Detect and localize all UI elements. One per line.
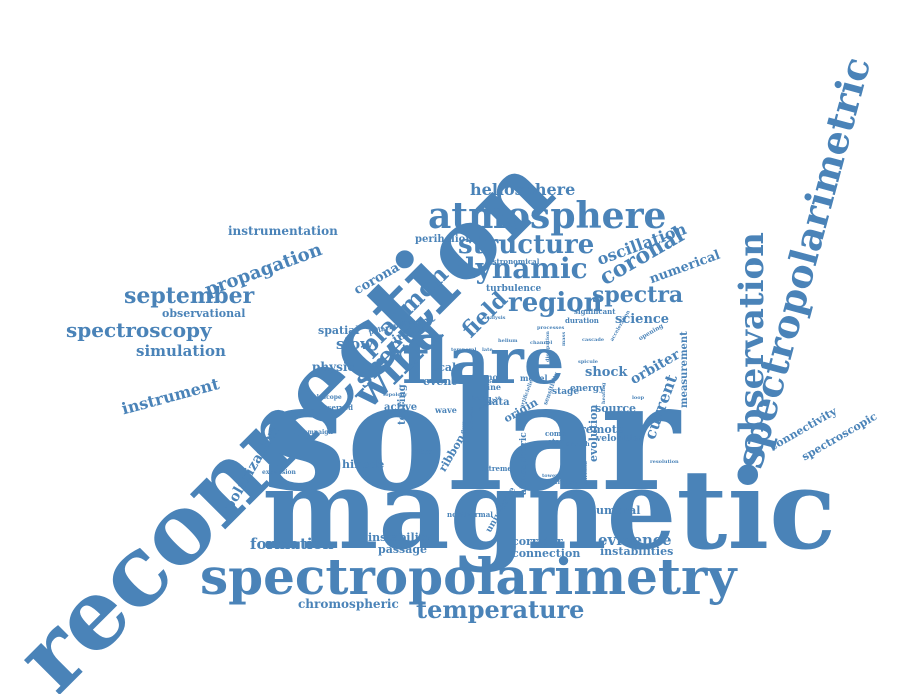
word-emission: emission [583,461,589,486]
word-flux: flux [461,421,468,434]
word-observed: observed [318,403,354,412]
word-significant: significant [574,307,616,316]
word-spectropolarimetry: spectropolarimetry [200,547,737,606]
word-behavior: behavior [488,379,513,385]
word-mode: mode [484,372,509,382]
word-telescope: telescope [310,394,342,401]
word-data: data [485,397,510,408]
word-topology: topology [383,392,408,398]
word-mass: mass [561,331,567,346]
word-line: line [484,382,501,392]
word-formation: formation [250,535,334,553]
word-temperature: temperature [416,595,585,624]
word-hole: hole [535,413,548,419]
word-simulation: simulation [136,342,226,360]
word-heating: heating [601,382,607,404]
word-source: source [595,402,637,415]
word-star: star [548,437,564,446]
word-processes: processes [537,325,565,331]
word-region: region [508,288,603,318]
word-evolution: evolution [587,404,600,463]
word-spicule: spicule [578,359,598,365]
word-spectra: spectra [592,282,684,308]
word-spectroscopy: spectroscopy [66,318,212,342]
word-growth: growth [566,441,590,448]
word-instrument: instrument [119,374,222,419]
word-umbral: umbral [596,504,641,517]
word-dynamic: dynamic [456,252,588,285]
word-spatial: spatial [318,324,360,337]
word-observation: observation [732,232,772,455]
word-temporal: temporal [451,347,477,353]
word-observational: observational [162,307,246,320]
word-cascade: cascade [582,337,605,343]
word-physic: physic [312,360,355,374]
word-extreme: extreme [480,464,512,473]
word-measurement: measurement [679,331,690,408]
word-scale: scale [432,361,464,374]
word-flare: flare [402,324,565,399]
word-science: science [615,312,670,327]
word-shock: shock [585,365,628,380]
word-active: active [384,402,418,413]
word-velocities: velocities [596,434,644,444]
word-model: model [520,373,548,383]
word-instabilities: instabilities [600,545,674,558]
word-hinode: hinode [342,458,385,471]
word-dissipation: dissipation [545,331,551,362]
word-astronomical: astronomical [488,257,540,266]
word-passage: passage [378,543,428,556]
word-connection: connection [512,547,581,560]
word-heliosphere: heliosphere [470,180,576,199]
word-wave: wave [435,405,457,415]
word-tower: tower [542,473,558,479]
word-increase: increase [469,406,475,430]
word-energy: energy [570,384,605,394]
word-jet: jet [618,409,626,415]
word-instrumentation: instrumentation [228,224,338,238]
word-helium: helium [498,338,518,344]
word-propagation: propagation [202,239,325,301]
word-solar: solar [262,349,680,525]
word-magnetic: magnetic [262,445,837,574]
word-event: event [423,375,457,388]
word-turbulence: turbulence [486,284,542,294]
word-loop: loop [632,395,645,401]
word-atmospheric: atmospheric [519,432,529,495]
word-https: https [412,447,433,456]
word-atmosphere: atmosphere [428,195,667,237]
word-corridor: corridor [512,535,563,548]
word-remote: remote [580,423,624,436]
word-instability: instability [368,531,431,544]
word-channel: channel [530,340,553,346]
word-campaign: campaign [300,429,333,436]
word-tearing: tearing [397,384,408,425]
word-resolution: resolution [650,459,679,465]
word-french: french [555,479,577,486]
word-expansion: expansion [262,469,296,476]
word-late: late [482,347,493,353]
word-duration: duration [565,316,599,325]
word-chromospheric: chromospheric [298,597,399,611]
word-comp: comp [545,429,567,438]
word-stage: stage [552,387,580,397]
word-analysis: analysis [483,315,506,321]
word-structure: structure [458,230,595,260]
word-nonthermal: nonthermal [447,510,493,519]
word-evidence: evidence [598,531,672,549]
word-perihelion: perihelion [415,234,473,245]
word-slow: slow [336,335,374,353]
word-thesis: thesis [468,395,488,402]
word-september: september [124,283,255,309]
